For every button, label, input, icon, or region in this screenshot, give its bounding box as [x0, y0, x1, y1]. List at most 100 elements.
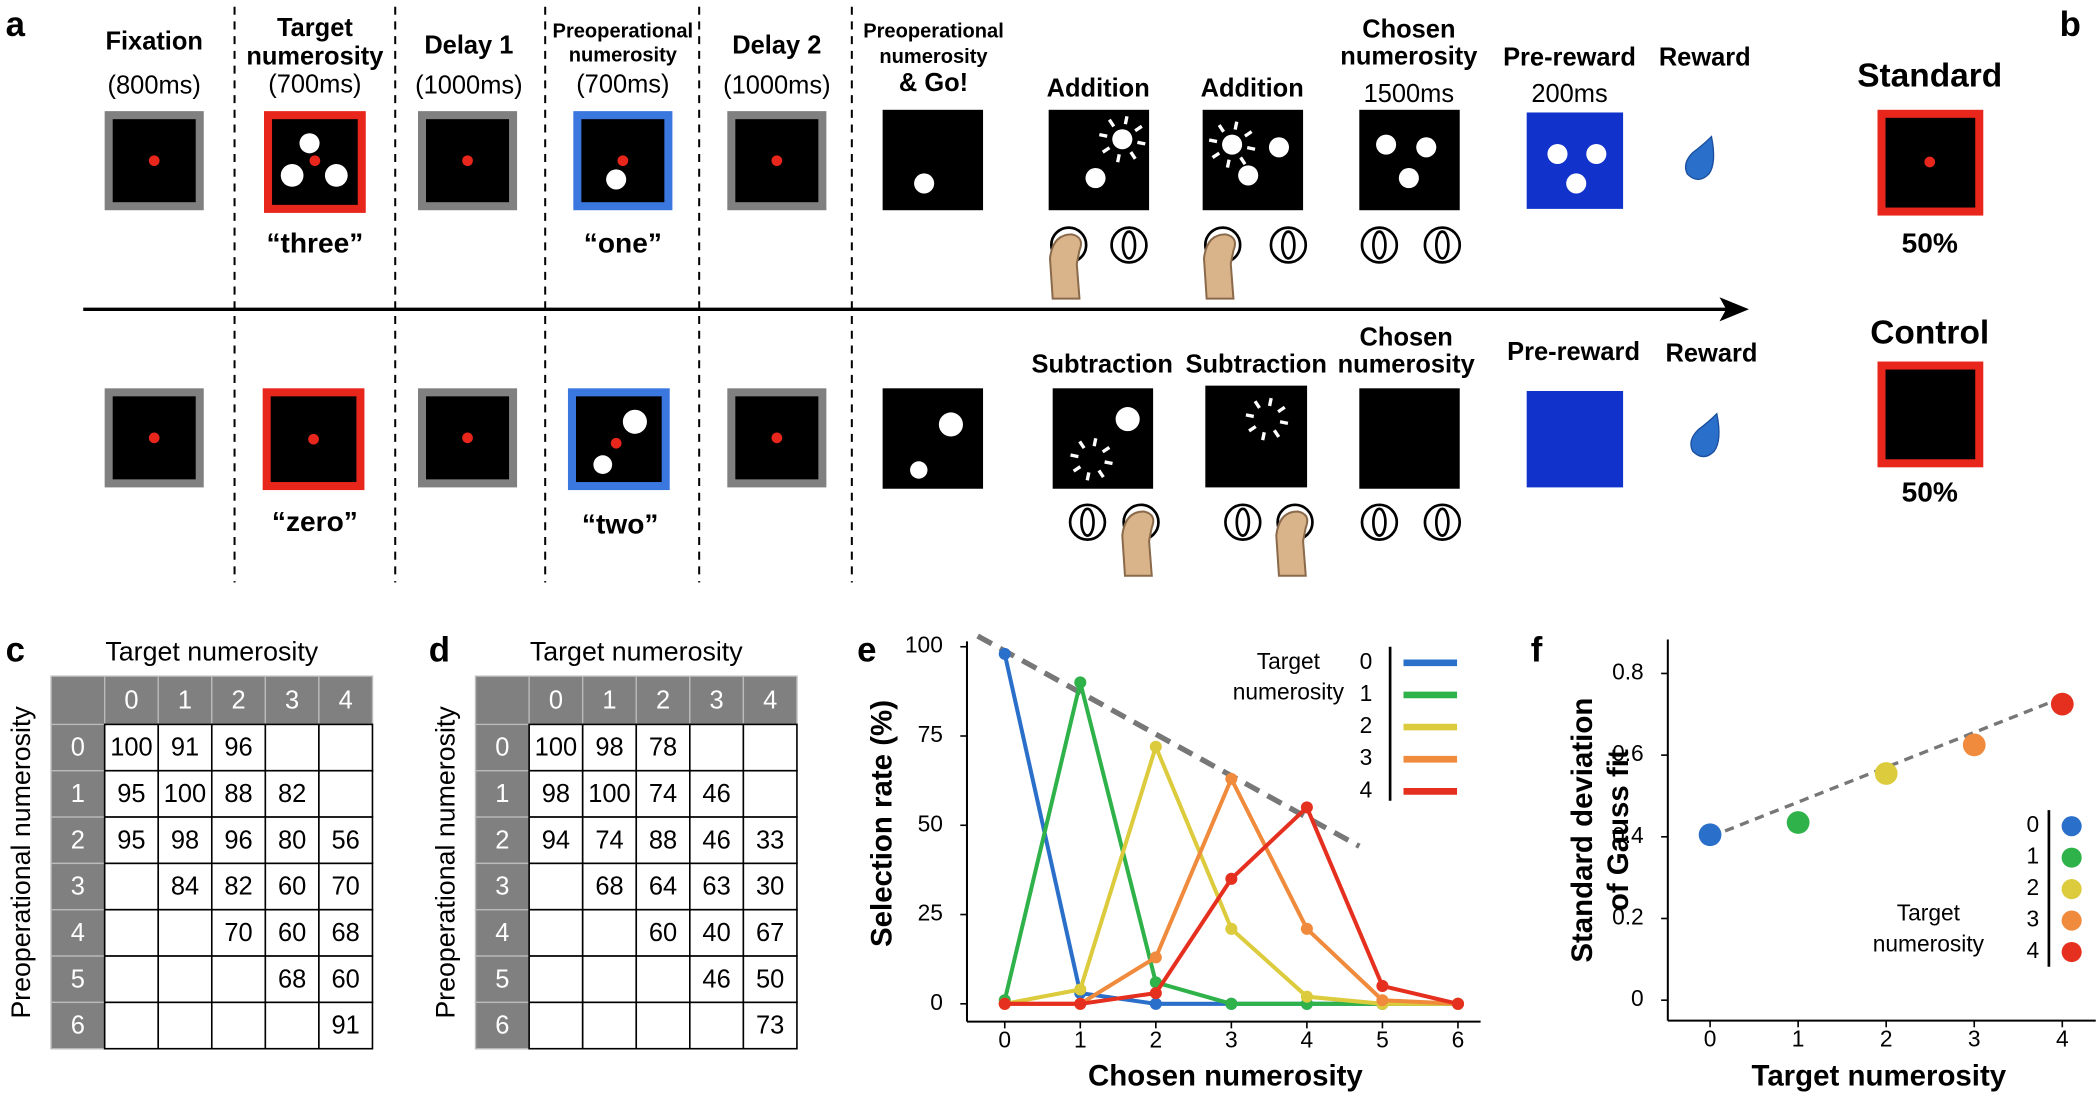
data-point — [998, 997, 1011, 1010]
burst-dash — [1208, 138, 1218, 144]
column-header: 3 — [710, 686, 724, 714]
data-point — [1300, 990, 1313, 1003]
cell-value: 96 — [224, 734, 252, 762]
panel-label: e — [857, 630, 876, 669]
lever-icon — [1372, 230, 1387, 260]
label: Chosen — [1360, 323, 1453, 351]
label: “three” — [266, 227, 363, 258]
row-header: 5 — [495, 965, 509, 993]
cell-value: 68 — [278, 965, 306, 993]
fixation-point — [462, 432, 473, 444]
label: (800ms) — [108, 72, 201, 100]
dot — [280, 164, 304, 187]
dividers — [233, 6, 853, 583]
y-tick-label: 75 — [918, 721, 943, 747]
legend-label: 2 — [2027, 874, 2040, 900]
cell-value: 100 — [535, 734, 577, 762]
data-point — [1451, 997, 1464, 1010]
column-header: 1 — [602, 686, 616, 714]
stimulus-screen — [1048, 109, 1150, 211]
table-cell — [528, 955, 584, 1004]
burst-dash — [1123, 115, 1129, 125]
table-cell — [742, 723, 798, 772]
cell-value: 100 — [110, 734, 152, 762]
label: numerosity — [879, 46, 988, 68]
stimulus-screen — [1052, 388, 1154, 489]
legend-swatch — [2061, 910, 2082, 931]
dot — [1238, 165, 1259, 186]
burst-dash — [1107, 118, 1116, 128]
monkey-hand — [1202, 233, 1236, 300]
lever-icon — [1360, 226, 1399, 264]
dot — [622, 409, 647, 434]
cell-value: 91 — [171, 734, 199, 762]
cell-value: 88 — [649, 826, 677, 854]
burst-dash — [1134, 124, 1143, 133]
label: numerosity — [1338, 350, 1476, 378]
table-cell — [635, 769, 691, 818]
burst-dash — [1225, 159, 1231, 168]
lever-icon — [1269, 226, 1308, 264]
row-header: 2 — [495, 826, 509, 854]
cell-value: 56 — [332, 826, 360, 854]
table-cell — [103, 1001, 160, 1050]
burst-dash — [1072, 465, 1082, 473]
cell-value: 60 — [278, 919, 306, 947]
data-point — [2050, 692, 2074, 716]
dot — [1586, 143, 1607, 165]
cell-value: 96 — [224, 826, 252, 854]
legend-title: numerosity — [1233, 679, 1345, 705]
cell-value: 95 — [117, 826, 145, 854]
table-cell — [528, 908, 584, 957]
label: 50% — [1902, 227, 1958, 258]
label: & Go! — [899, 69, 968, 97]
cell-value: 82 — [278, 780, 306, 808]
burst-dash — [1217, 124, 1225, 133]
row-header: 4 — [495, 919, 509, 947]
data-point — [1149, 987, 1162, 1000]
burst-dash — [1092, 437, 1098, 447]
burst-dash — [1253, 400, 1261, 409]
arrow-head — [1719, 297, 1749, 322]
burst-dash — [1078, 440, 1086, 450]
fixation-point — [771, 155, 783, 167]
x-tick-label: 5 — [1376, 1027, 1389, 1053]
label: Fixation — [105, 28, 203, 56]
data-point — [1074, 676, 1087, 689]
label: Addition — [1047, 74, 1150, 102]
label: (700ms) — [268, 70, 361, 98]
burst-dash — [1085, 472, 1091, 481]
label: Reward — [1666, 340, 1758, 368]
burst-dash — [1211, 151, 1221, 159]
cell-value: 98 — [542, 780, 570, 808]
y-tick-label: 0.8 — [1612, 658, 1644, 684]
x-tick-label: 0 — [998, 1027, 1011, 1053]
header-cell — [50, 723, 106, 772]
lever-icon — [1423, 226, 1462, 264]
table-row-label: Preoperational numerosity — [6, 706, 36, 1019]
cell-value: 46 — [702, 965, 730, 993]
table-cell — [742, 1001, 798, 1050]
cell-value: 84 — [171, 873, 199, 901]
x-tick-label: 3 — [1225, 1027, 1238, 1053]
fixation-point — [1924, 156, 1936, 168]
fixation-point — [309, 155, 321, 167]
cell-value: 78 — [649, 734, 677, 762]
label: (1000ms) — [415, 72, 522, 100]
legend-label: 1 — [2027, 843, 2040, 869]
legend-label: 0 — [2027, 811, 2040, 837]
cell-value: 60 — [649, 919, 677, 947]
row-header: 3 — [71, 873, 85, 901]
cell-value: 46 — [702, 826, 730, 854]
label: “zero” — [272, 506, 358, 537]
burst-dash — [1233, 121, 1239, 130]
panel-label: a — [6, 5, 26, 44]
table-cell — [528, 1001, 584, 1050]
data-point — [1300, 922, 1313, 935]
label: numerosity — [1340, 42, 1478, 70]
cell-value: 94 — [542, 826, 570, 854]
burst-dash — [1246, 146, 1256, 151]
stimulus-screen — [1885, 369, 1976, 460]
column-header: 0 — [124, 686, 138, 714]
fixation-point — [771, 432, 783, 444]
